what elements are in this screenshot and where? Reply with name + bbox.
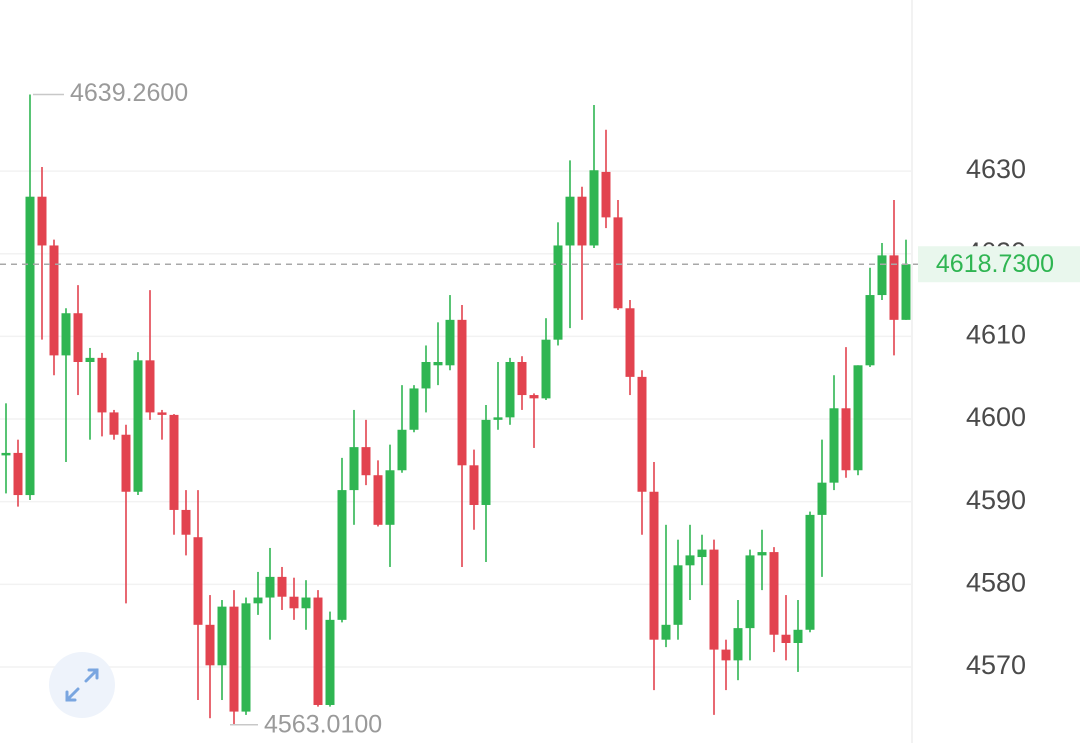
candle-body [241,603,251,712]
candle-body [529,395,539,399]
candle-body [481,419,491,505]
candle-body [445,319,455,366]
candle-body [493,417,503,420]
candle-body [289,596,299,609]
candle-body [253,597,263,604]
candle-body [13,452,23,496]
expand-button-bg[interactable] [49,652,115,718]
candle-body [349,447,359,491]
candle-body [85,357,95,362]
candles [1,94,911,725]
candle-body [145,360,155,413]
candle-body [361,447,371,476]
candle-body [853,365,863,471]
min-marker-label: 4563.0100 [264,710,382,738]
candle-body [589,170,599,246]
candle-body [865,295,875,366]
candle-body [397,429,407,471]
annotations: 4639.2600 4563.0100 4618.7300 [0,79,1080,738]
candle-body [637,376,647,492]
candle-body [157,412,167,415]
candle-body [661,624,671,640]
y-tick-label: 4630 [966,154,1026,184]
candle-body [769,552,779,635]
candle-body [229,606,239,712]
candle-body [577,196,587,246]
candle-body [601,171,611,218]
candle-body [169,414,179,510]
candle-body [181,509,191,535]
candle-body [301,597,311,609]
candle-body [685,555,695,566]
candle-body [421,361,431,389]
candle-body [793,629,803,643]
last-price-tag [918,246,1080,283]
y-tick-label: 4570 [966,650,1026,680]
expand-icon[interactable] [65,668,99,702]
candle-body [337,490,347,620]
candle-body [37,196,47,246]
candle-body [277,576,287,597]
candle-body [373,475,383,525]
candle-body [193,537,203,625]
candle-body [829,408,839,483]
candle-body [613,217,623,309]
candle-body [1,452,11,456]
candle-body [25,196,35,496]
candle-body [61,313,71,356]
candle-body [877,255,887,296]
y-tick-label: 4610 [966,319,1026,349]
candle-body [733,628,743,661]
candle-body [565,196,575,246]
candle-body [757,552,767,556]
candle-body [433,361,443,366]
candle-body [457,319,467,466]
last-price-label: 4618.7300 [936,250,1054,278]
candle-body [721,649,731,661]
candle-body [697,549,707,558]
y-tick-label: 4580 [966,567,1026,597]
candle-body [673,565,683,625]
candle-body [205,624,215,666]
candle-body [889,255,899,320]
candle-body [313,597,323,705]
candle-body [781,634,791,643]
candle-body [901,264,911,320]
candle-body [325,619,335,705]
candle-body [745,555,755,629]
expand-button[interactable] [49,652,115,718]
candle-body [805,514,815,630]
candle-body [109,412,119,435]
candle-body [385,470,395,525]
candle-body [121,434,131,492]
y-tick-label: 4600 [966,402,1026,432]
candle-body [505,361,515,418]
candle-body [553,245,563,340]
candle-body [625,308,635,377]
max-marker-label: 4639.2600 [70,79,188,107]
candle-body [841,408,851,471]
candle-body [817,482,827,515]
candle-body [541,339,551,399]
candle-body [73,313,83,362]
candle-body [217,606,227,666]
candle-body [265,576,275,598]
candle-body [97,357,107,413]
candle-body [469,465,479,505]
candle-body [49,245,59,356]
y-tick-label: 4590 [966,485,1026,515]
candle-body [709,549,719,650]
candle-body [133,360,143,492]
candle-body [409,388,419,430]
candle-body [517,361,527,396]
candle-body [649,491,659,640]
